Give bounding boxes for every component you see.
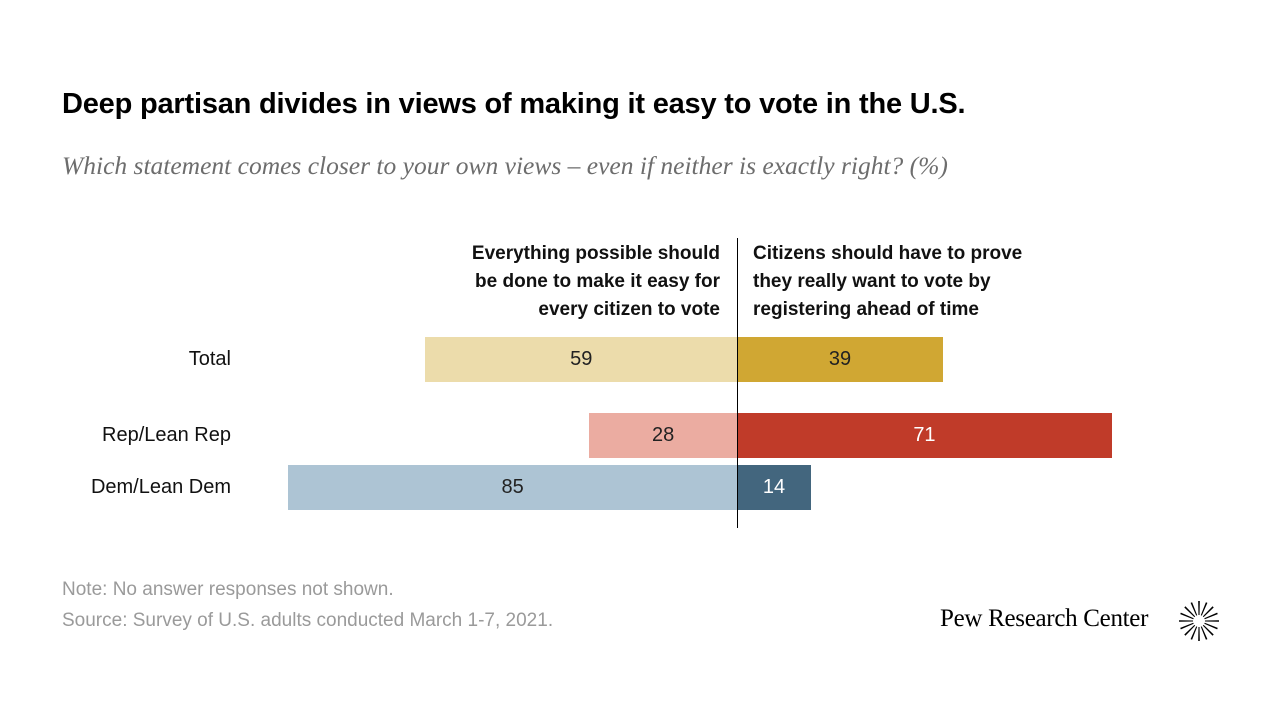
bar-right-dem-lean-dem	[737, 465, 811, 510]
row-label-total: Total	[188, 348, 231, 370]
bar-left-total	[425, 337, 737, 382]
chart-subtitle: Which statement comes closer to your own…	[62, 151, 948, 180]
logo-ray	[1180, 612, 1194, 620]
logo-ray	[1204, 612, 1218, 620]
logo-ray	[1180, 622, 1194, 630]
row-label-dem-lean-dem: Dem/Lean Dem	[90, 476, 231, 498]
pew-starburst-icon	[1179, 601, 1219, 641]
logo-ray	[1202, 624, 1214, 636]
logo-ray	[1204, 620, 1219, 622]
logo-ray	[1198, 626, 1200, 641]
value-label-right-dem-lean-dem: 14	[762, 476, 786, 498]
logo-ray	[1190, 602, 1198, 616]
logo-ray	[1204, 622, 1218, 630]
chart-source: Source: Survey of U.S. adults conducted …	[62, 610, 554, 631]
value-label-left-total: 59	[570, 348, 593, 370]
bar-left-rep-lean-rep	[589, 413, 737, 458]
bar-right-total	[737, 337, 943, 382]
value-label-right-rep-lean-rep: 71	[913, 424, 936, 446]
logo-ray	[1200, 602, 1208, 616]
value-label-right-total: 39	[828, 348, 852, 370]
right-column-header: Citizens should have to prove they reall…	[753, 243, 1023, 320]
logo-ray	[1198, 601, 1200, 616]
logo-ray	[1190, 626, 1198, 640]
logo-ray	[1200, 626, 1208, 640]
left-column-header: Everything possible should be done to ma…	[471, 243, 720, 320]
chart-title: Deep partisan divides in views of making…	[62, 88, 966, 120]
logo-ray	[1179, 620, 1194, 622]
logo-ray	[1202, 606, 1214, 618]
value-label-left-rep-lean-rep: 28	[651, 424, 675, 446]
logo-ray	[1184, 606, 1196, 618]
bar-right-rep-lean-rep	[737, 413, 1112, 458]
value-label-left-dem-lean-dem: 85	[501, 476, 524, 498]
chart-note: Note: No answer responses not shown.	[62, 579, 394, 600]
bar-left-dem-lean-dem	[288, 465, 737, 510]
logo-ray	[1184, 624, 1196, 636]
row-label-rep-lean-rep: Rep/Lean Rep	[102, 424, 231, 446]
center-axis-line	[737, 238, 738, 528]
brand-name: Pew Research Center	[940, 605, 1149, 632]
